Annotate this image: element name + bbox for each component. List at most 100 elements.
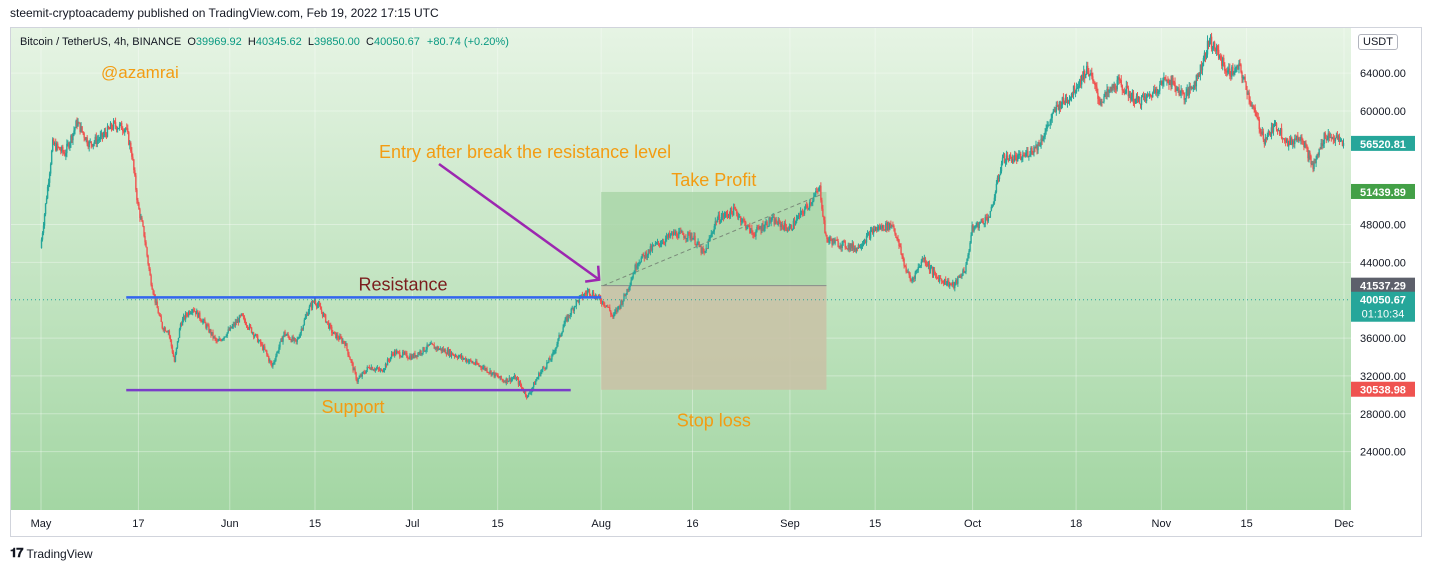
candle-body — [803, 209, 806, 214]
candle-body — [301, 328, 304, 330]
candle-body — [269, 360, 271, 362]
candle-body — [215, 338, 217, 341]
candle-body — [679, 230, 681, 232]
candle-body — [654, 243, 657, 246]
candle-body — [482, 367, 484, 370]
candle-body — [119, 122, 122, 125]
chart-frame[interactable]: @azamrai Entry after break the resistance… — [10, 27, 1422, 537]
currency-button[interactable]: USDT — [1358, 34, 1398, 50]
candle-body — [1007, 159, 1010, 161]
candle-body — [1200, 64, 1203, 71]
candle-body — [392, 353, 395, 356]
candle-body — [555, 347, 557, 351]
candle-body — [1158, 90, 1160, 93]
candle-body — [217, 340, 219, 342]
take-profit-zone[interactable] — [601, 191, 827, 286]
candle-body — [484, 366, 486, 370]
candle-body — [1310, 156, 1312, 165]
candle-body — [902, 256, 904, 259]
take-profit-label: Take Profit — [671, 170, 756, 190]
candle-body — [917, 266, 919, 270]
candle-body — [1006, 155, 1009, 160]
candle-body — [1190, 87, 1192, 89]
stop-loss-zone[interactable] — [601, 285, 827, 390]
candle-body — [597, 295, 600, 297]
candle-body — [436, 346, 438, 350]
candle-body — [207, 325, 209, 327]
candle-body — [1053, 109, 1055, 112]
candle-body — [830, 237, 832, 241]
candle-body — [398, 351, 400, 353]
candle-body — [430, 343, 432, 345]
candle-body — [868, 233, 871, 239]
candle-body — [638, 263, 640, 265]
candle-body — [174, 353, 177, 362]
candle-body — [831, 240, 833, 245]
candle-body — [111, 128, 114, 130]
candle-body — [756, 227, 758, 232]
candle-body — [410, 355, 412, 360]
candle-body — [61, 146, 63, 152]
candle-body — [247, 327, 250, 329]
publish-credit: steemit-cryptoacademy published on Tradi… — [10, 6, 439, 20]
candle-body — [1239, 63, 1241, 65]
candle-body — [231, 326, 233, 329]
candle-body — [456, 357, 459, 359]
candle-body — [546, 362, 548, 368]
candle-body — [1041, 138, 1043, 142]
candle-body — [307, 311, 310, 316]
candle-body — [279, 341, 281, 348]
candle-body — [478, 364, 480, 366]
candle-body — [680, 230, 682, 233]
candle-body — [800, 210, 803, 212]
candle-body — [1010, 156, 1013, 163]
candle-body — [903, 258, 905, 266]
candle-body — [439, 348, 442, 350]
candle-body — [547, 361, 549, 363]
candle-body — [1291, 137, 1293, 145]
candle-body — [78, 122, 80, 124]
price-chart[interactable]: @azamrai Entry after break the resistance… — [11, 28, 1422, 537]
candle-body — [825, 233, 827, 235]
candle-body — [723, 215, 726, 218]
candle-body — [827, 238, 829, 242]
candle-body — [644, 252, 647, 259]
candle-body — [412, 355, 414, 358]
candle-body — [1208, 39, 1211, 46]
candle-body — [1087, 65, 1089, 71]
candle-body — [759, 228, 761, 230]
candle-body — [856, 247, 859, 249]
candle-body — [1115, 89, 1117, 91]
candle-body — [400, 356, 402, 358]
candle-body — [1163, 77, 1165, 82]
candle-body — [750, 228, 752, 233]
candle-body — [386, 359, 389, 366]
candle-body — [863, 241, 866, 244]
candle-body — [278, 347, 280, 352]
candle-body — [1122, 90, 1124, 92]
candle-body — [1144, 96, 1147, 101]
candle-body — [1150, 96, 1153, 98]
candle-body — [738, 216, 741, 218]
candle-body — [1037, 142, 1039, 151]
candle-body — [948, 280, 950, 287]
candle-body — [1154, 89, 1156, 94]
candle-body — [149, 268, 151, 276]
candle-body — [435, 346, 437, 350]
candle-body — [892, 225, 894, 227]
candle-body — [708, 238, 710, 242]
candle-body — [695, 244, 697, 246]
candle-body — [508, 377, 511, 381]
candle-body — [613, 313, 615, 318]
candle-body — [707, 241, 709, 249]
candle-body — [1276, 129, 1279, 131]
candle-body — [506, 378, 508, 383]
candle-body — [326, 321, 329, 323]
candle-body — [204, 319, 206, 323]
candle-body — [806, 205, 809, 208]
symbol-name[interactable]: Bitcoin / TetherUS, 4h, BINANCE — [20, 36, 182, 48]
candle-body — [1073, 85, 1076, 94]
tradingview-logo[interactable]: 𝟏𝟕 TradingView — [10, 546, 93, 561]
candle-body — [421, 353, 423, 355]
time-axis-panel[interactable] — [11, 510, 1351, 537]
